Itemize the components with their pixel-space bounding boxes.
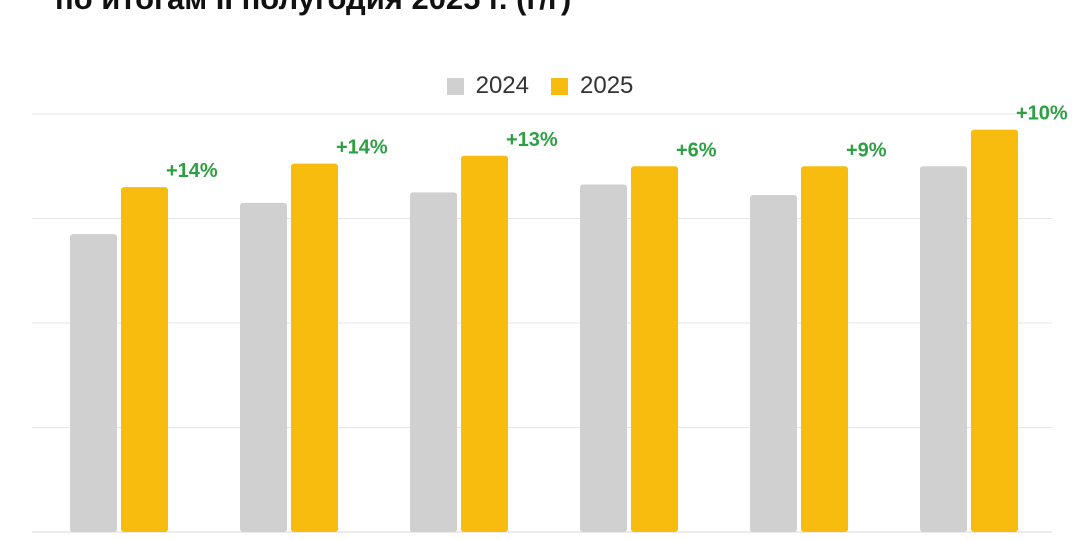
bar-2025-3 xyxy=(461,155,508,533)
growth-label-5: +9% xyxy=(846,139,887,161)
growth-label-2: +14% xyxy=(336,137,388,159)
title-line-2: по итогам II полугодия 2025 г. (г/г) xyxy=(55,0,1055,18)
legend-item-2024: 2024 xyxy=(446,72,529,100)
bar-2024-4 xyxy=(580,184,627,532)
growth-label-4: +6% xyxy=(676,139,717,161)
bar-2025-4 xyxy=(631,166,678,532)
bar-2025-6 xyxy=(971,129,1018,533)
bar-2024-5 xyxy=(750,194,797,533)
legend-item-2025: 2025 xyxy=(551,72,633,100)
bar-2025-1 xyxy=(121,187,168,532)
legend-swatch-2024 xyxy=(446,77,464,95)
chart-title: по итогам II полугодия 2025 г. (г/г) xyxy=(55,0,1055,18)
bar-2025-2 xyxy=(291,163,338,532)
growth-label-6: +10% xyxy=(1016,103,1068,125)
growth-label-3: +13% xyxy=(506,129,558,151)
bar-2024-1 xyxy=(70,234,117,533)
bar-2025-5 xyxy=(801,166,848,532)
legend: 2024 2025 xyxy=(0,72,1080,100)
legend-swatch-2025 xyxy=(551,77,568,95)
bar-2024-2 xyxy=(240,202,287,532)
bar-2024-6 xyxy=(920,166,967,532)
legend-label-2025: 2025 xyxy=(580,72,634,99)
growth-label-1: +14% xyxy=(166,160,218,182)
bar-2024-3 xyxy=(410,192,457,532)
legend-label-2024: 2024 xyxy=(475,72,529,99)
